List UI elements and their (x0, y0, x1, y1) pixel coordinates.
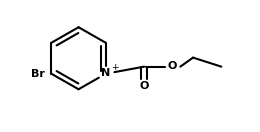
Text: O: O (168, 61, 177, 71)
Text: O: O (139, 81, 149, 91)
Text: +: + (111, 63, 118, 72)
Text: N: N (101, 68, 110, 78)
Text: Br: Br (31, 69, 44, 79)
